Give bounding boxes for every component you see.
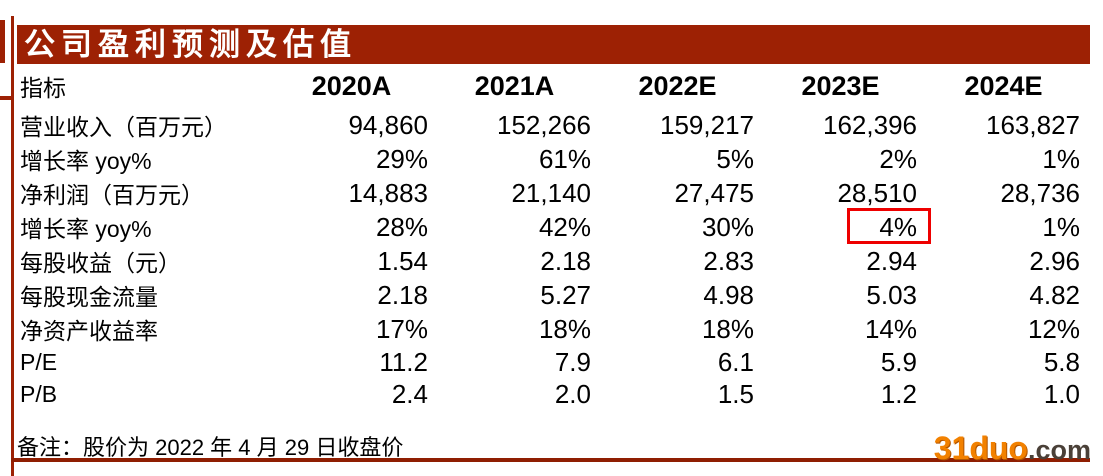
cell-value: 29% [375, 143, 428, 174]
table-row-revenue-growth: 增长率 yoy% 29% 61% 5% 2% 1% [17, 142, 1090, 176]
cell-value: 2.0 [554, 379, 591, 410]
cell-value: 1.5 [717, 379, 754, 410]
col-header-indicator: 指标 [20, 75, 66, 101]
cell-value: 14,883 [348, 177, 428, 208]
cell-value: 11.2 [379, 346, 428, 377]
cell-value: 7.9 [554, 346, 591, 377]
cell-value: 5.8 [1043, 346, 1080, 377]
cell-value: 5.03 [866, 279, 917, 310]
row-label: 每股收益（元） [20, 250, 181, 276]
section-title-bar: 公司盈利预测及估值 [17, 25, 1090, 64]
cell-value: 1% [1042, 211, 1080, 242]
cell-value: 163,827 [986, 109, 1080, 140]
cell-value: 18% [701, 313, 754, 344]
cell-value: 18% [538, 313, 591, 344]
section-title: 公司盈利预测及估值 [24, 27, 357, 62]
row-label: 营业收入（百万元） [20, 114, 227, 140]
cell-value: 1.54 [377, 245, 428, 276]
row-label: P/B [20, 381, 58, 408]
cell-value: 4.82 [1029, 279, 1080, 310]
cell-value: 5% [716, 143, 754, 174]
cell-value: 162,396 [823, 109, 917, 140]
table-row-pe: P/E 11.2 7.9 6.1 5.9 5.8 [17, 346, 1090, 379]
bottom-rule [11, 458, 1090, 462]
cell-value: 30% [701, 211, 754, 242]
cell-value: 42% [538, 211, 591, 242]
cell-value: 6.1 [717, 346, 754, 377]
row-label: P/E [20, 348, 58, 375]
cell-value: 2.4 [391, 379, 428, 410]
table-row-eps: 每股收益（元） 1.54 2.18 2.83 2.94 2.96 [17, 244, 1090, 278]
cell-value: 14% [864, 313, 917, 344]
cell-value: 12% [1027, 313, 1080, 344]
forecast-valuation-table: 指标 2020A 2021A 2022E 2023E 2024E 营业收入（百万… [17, 64, 1090, 411]
table-row-profit-growth: 增长率 yoy% 28% 42% 30% 4% 1% [17, 207, 1090, 244]
table-row-roe: 净资产收益率 17% 18% 18% 14% 12% [17, 312, 1090, 346]
cell-value: 2% [879, 143, 917, 174]
cell-value: 4.98 [703, 279, 754, 310]
cell-value: 2.18 [540, 245, 591, 276]
cell-value: 1% [1042, 143, 1080, 174]
cell-value: 1.2 [880, 379, 917, 410]
table-header-row: 指标 2020A 2021A 2022E 2023E 2024E [17, 64, 1090, 108]
cell-value: 5.27 [540, 279, 591, 310]
left-tick-mark [0, 96, 11, 100]
cell-value: 17% [375, 313, 428, 344]
cell-value: 28,736 [1000, 177, 1080, 208]
highlight-box: 4% [847, 207, 931, 244]
cell-value: 5.9 [880, 346, 917, 377]
cell-value: 21,140 [511, 177, 591, 208]
col-header-2023e: 2023E [801, 70, 880, 101]
left-vertical-rule [11, 16, 14, 476]
cell-value: 1.0 [1043, 379, 1080, 410]
table-row-revenue: 营业收入（百万元） 94,860 152,266 159,217 162,396… [17, 108, 1090, 142]
cell-value: 152,266 [497, 109, 591, 140]
row-label: 每股现金流量 [20, 284, 158, 310]
cell-value: 27,475 [674, 177, 754, 208]
cell-value: 2.96 [1029, 245, 1080, 276]
watermark-suffix: .com [1027, 435, 1091, 465]
cell-value: 2.94 [866, 245, 917, 276]
col-header-2022e: 2022E [638, 70, 717, 101]
highlighted-cell: 4% [764, 207, 931, 244]
row-label: 增长率 yoy% [20, 148, 152, 174]
col-header-2020a: 2020A [311, 70, 392, 101]
cell-value: 94,860 [348, 109, 428, 140]
footnote: 备注：股价为 2022 年 4 月 29 日收盘价 [17, 435, 404, 460]
cell-value: 159,217 [660, 109, 754, 140]
col-header-2024e: 2024E [964, 70, 1043, 101]
cell-value: 2.18 [377, 279, 428, 310]
left-corner-block [0, 20, 5, 63]
row-label: 净利润（百万元） [20, 182, 204, 208]
col-header-2021a: 2021A [474, 70, 555, 101]
row-label: 净资产收益率 [20, 318, 158, 344]
row-label: 增长率 yoy% [20, 216, 152, 242]
cell-value: 28% [375, 211, 428, 242]
watermark-brand: 31duo [933, 430, 1028, 466]
table-row-pb: P/B 2.4 2.0 1.5 1.2 1.0 [17, 379, 1090, 412]
table-row-net-profit: 净利润（百万元） 14,883 21,140 27,475 28,510 28,… [17, 176, 1090, 210]
cell-value: 28,510 [837, 177, 917, 208]
watermark: 31duo.com [934, 431, 1091, 472]
table-row-cash-flow-per-share: 每股现金流量 2.18 5.27 4.98 5.03 4.82 [17, 278, 1090, 312]
cell-value: 2.83 [703, 245, 754, 276]
cell-value: 61% [538, 143, 591, 174]
